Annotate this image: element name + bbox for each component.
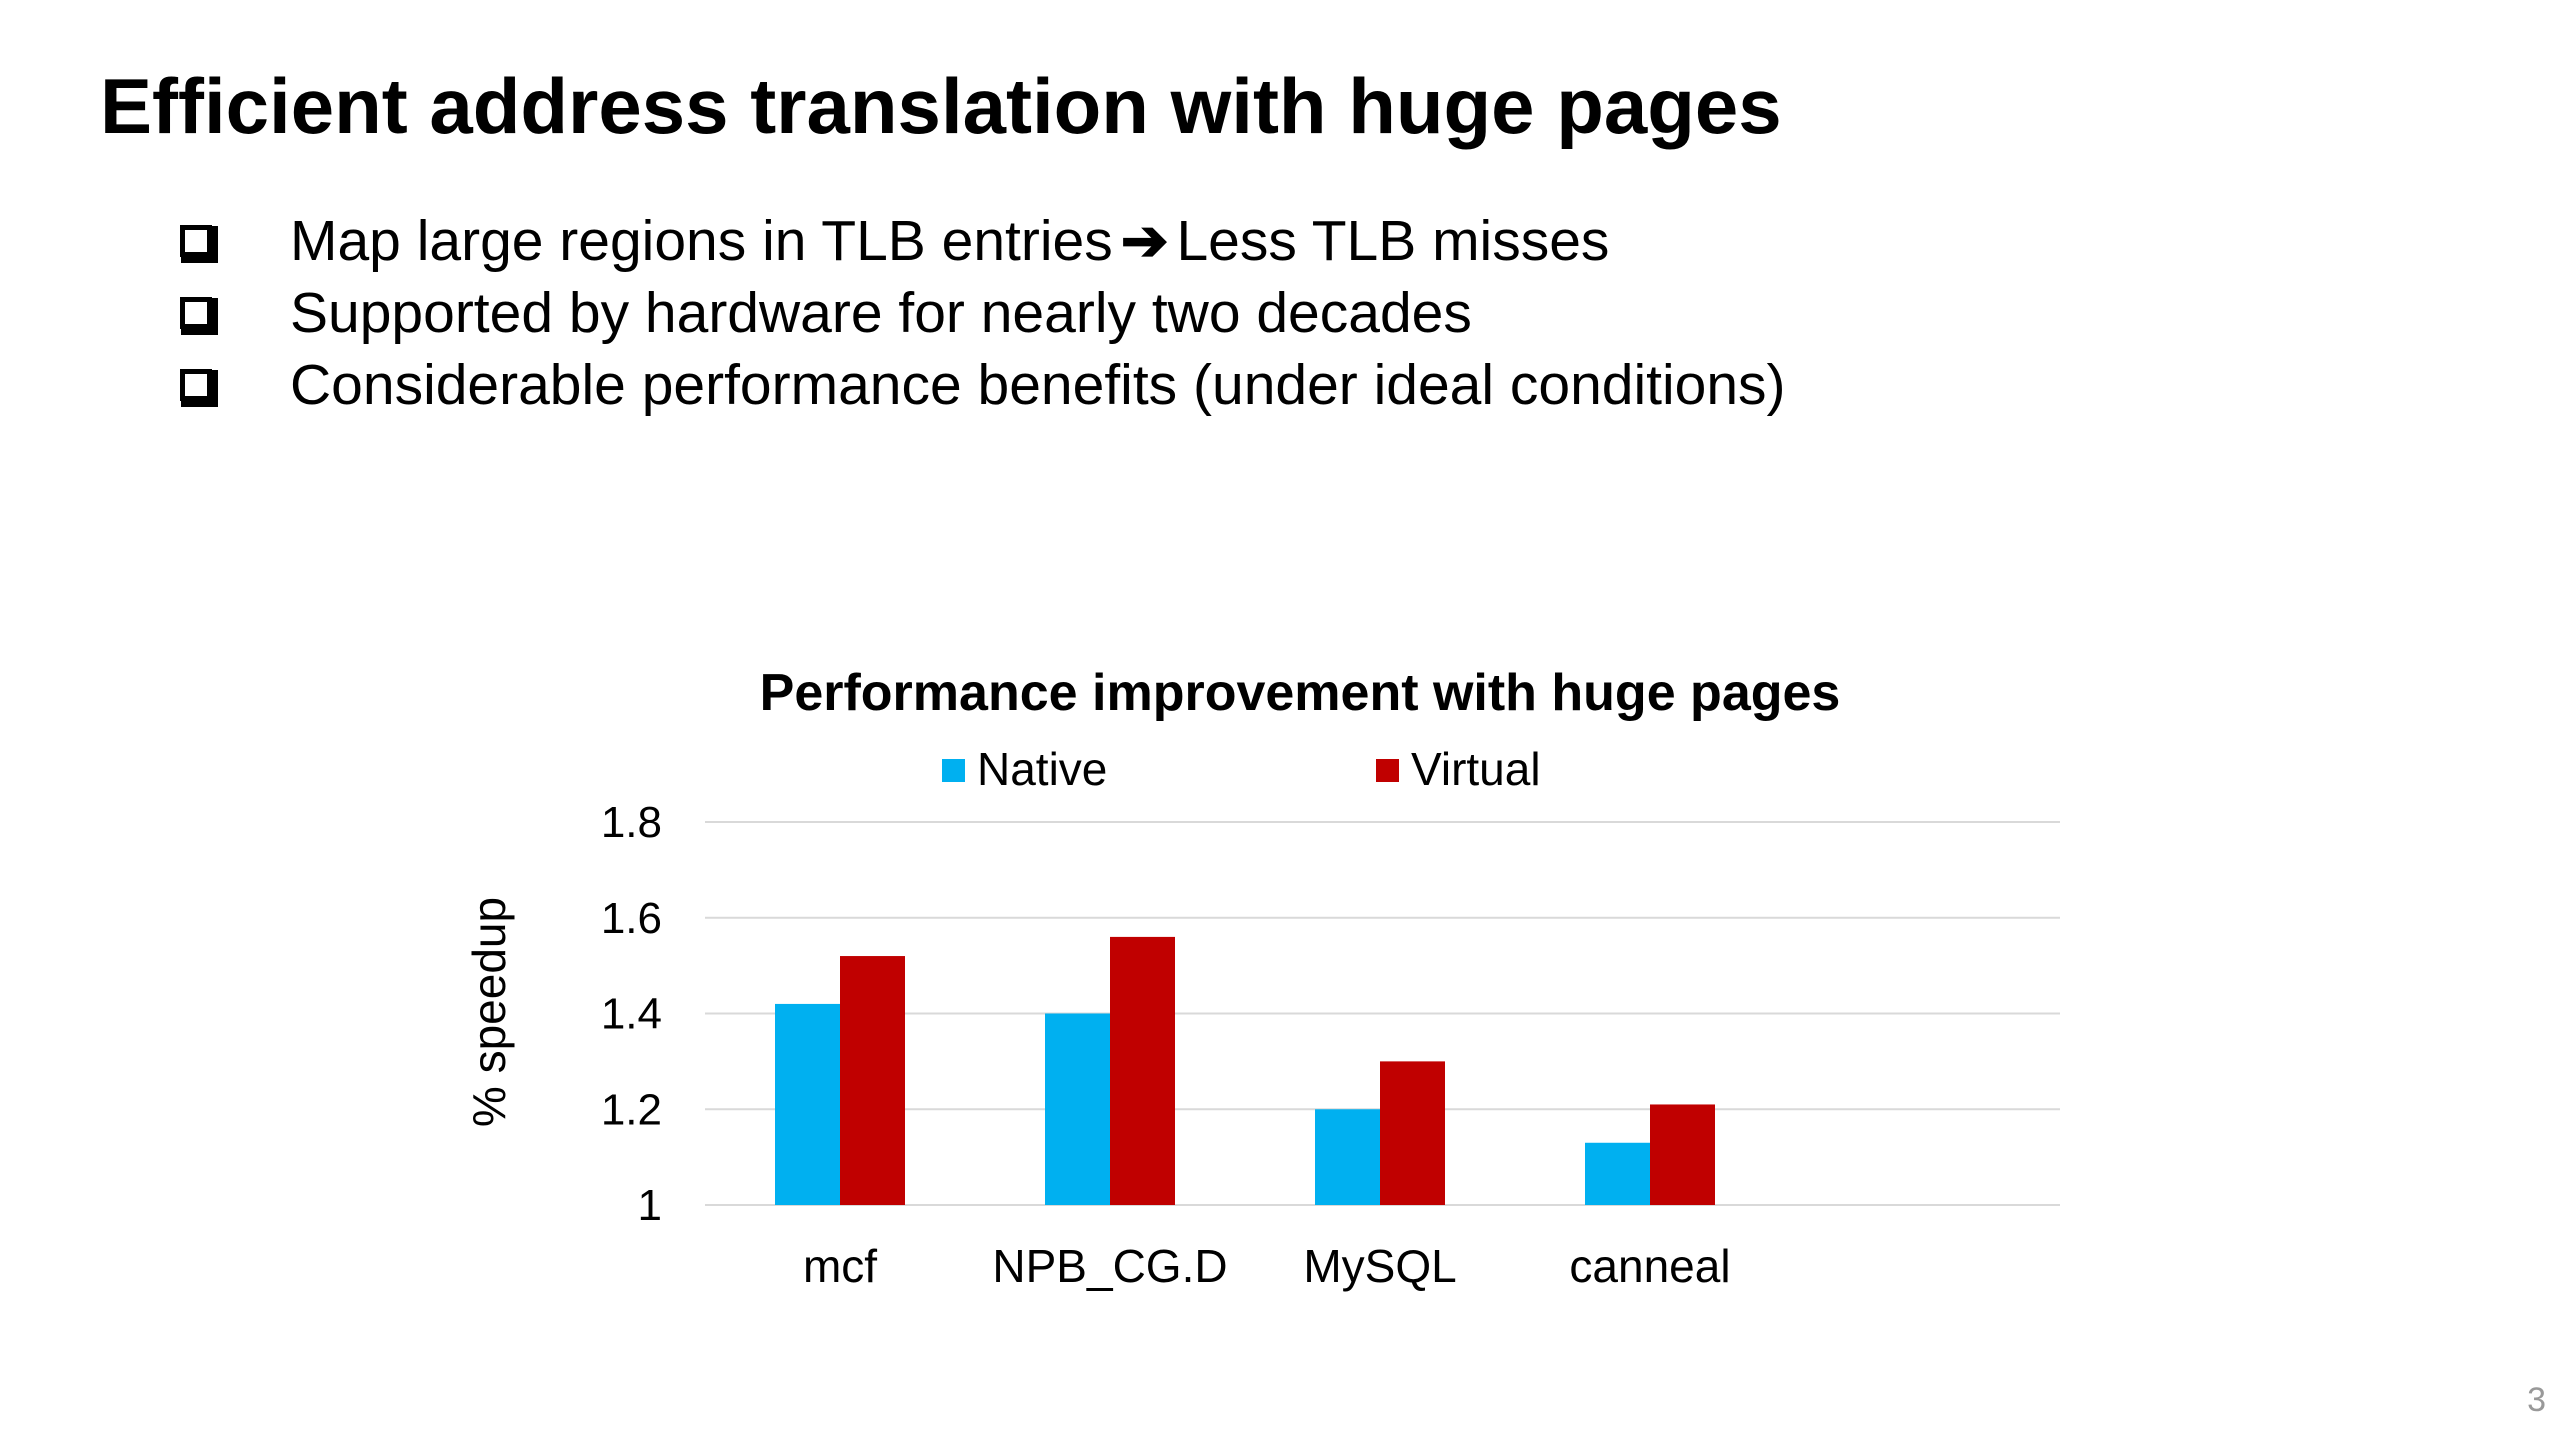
hollow-square-checkbox-icon	[180, 369, 218, 407]
legend-swatch-virtual	[1376, 759, 1399, 782]
bar-native-mysql	[1315, 1109, 1380, 1205]
right-arrow-icon: ➔	[1120, 209, 1169, 273]
legend-label-virtual: Virtual	[1411, 743, 1541, 795]
y-tick-label: 1.8	[601, 798, 662, 847]
bar-native-canneal	[1585, 1142, 1650, 1205]
x-tick-label: MySQL	[1303, 1240, 1456, 1292]
hollow-square-checkbox-icon	[180, 297, 218, 335]
y-tick-label: 1.6	[601, 894, 662, 943]
bullet-text-2: Supported by hardware for nearly two dec…	[290, 281, 1472, 345]
chart-title: Performance improvement with huge pages	[760, 664, 1841, 722]
bullet-text-1-before: Map large regions in TLB entries	[290, 209, 1113, 273]
bullet-text-1-after: Less TLB misses	[1176, 209, 1610, 273]
chart-bars	[775, 936, 1715, 1205]
bar-virtual-mysql	[1380, 1061, 1445, 1205]
x-tick-label: canneal	[1569, 1240, 1730, 1292]
chart-legend: Native Virtual	[942, 743, 1541, 795]
y-axis-ticks: 1 1.2 1.4 1.6 1.8	[601, 798, 662, 1230]
bullet-item-3: Considerable performance benefits (under…	[180, 349, 1786, 421]
legend-swatch-native	[942, 759, 965, 782]
hollow-square-checkbox-icon	[180, 225, 218, 263]
bar-virtual-npb-cg-d	[1110, 936, 1175, 1205]
bullet-list: Map large regions in TLB entries ➔ Less …	[180, 205, 1786, 421]
bullet-item-2: Supported by hardware for nearly two dec…	[180, 277, 1786, 349]
bar-native-mcf	[775, 1003, 840, 1205]
bar-virtual-mcf	[840, 956, 905, 1205]
y-tick-label: 1.4	[601, 990, 662, 1039]
page-number: 3	[2527, 1381, 2546, 1419]
y-tick-label: 1.2	[601, 1085, 662, 1134]
bar-virtual-canneal	[1650, 1104, 1715, 1205]
x-tick-label: NPB_CG.D	[992, 1240, 1227, 1292]
bar-native-npb-cg-d	[1045, 1013, 1110, 1205]
slide-title: Efficient address translation with huge …	[100, 62, 1782, 150]
y-tick-label: 1	[638, 1181, 662, 1230]
x-tick-label: mcf	[803, 1240, 877, 1292]
legend-label-native: Native	[977, 743, 1107, 795]
x-axis-ticks: mcf NPB_CG.D MySQL canneal	[803, 1240, 1731, 1292]
y-axis-label: % speedup	[463, 897, 515, 1127]
bullet-text-3: Considerable performance benefits (under…	[290, 353, 1786, 417]
bullet-item-1: Map large regions in TLB entries ➔ Less …	[180, 205, 1786, 277]
